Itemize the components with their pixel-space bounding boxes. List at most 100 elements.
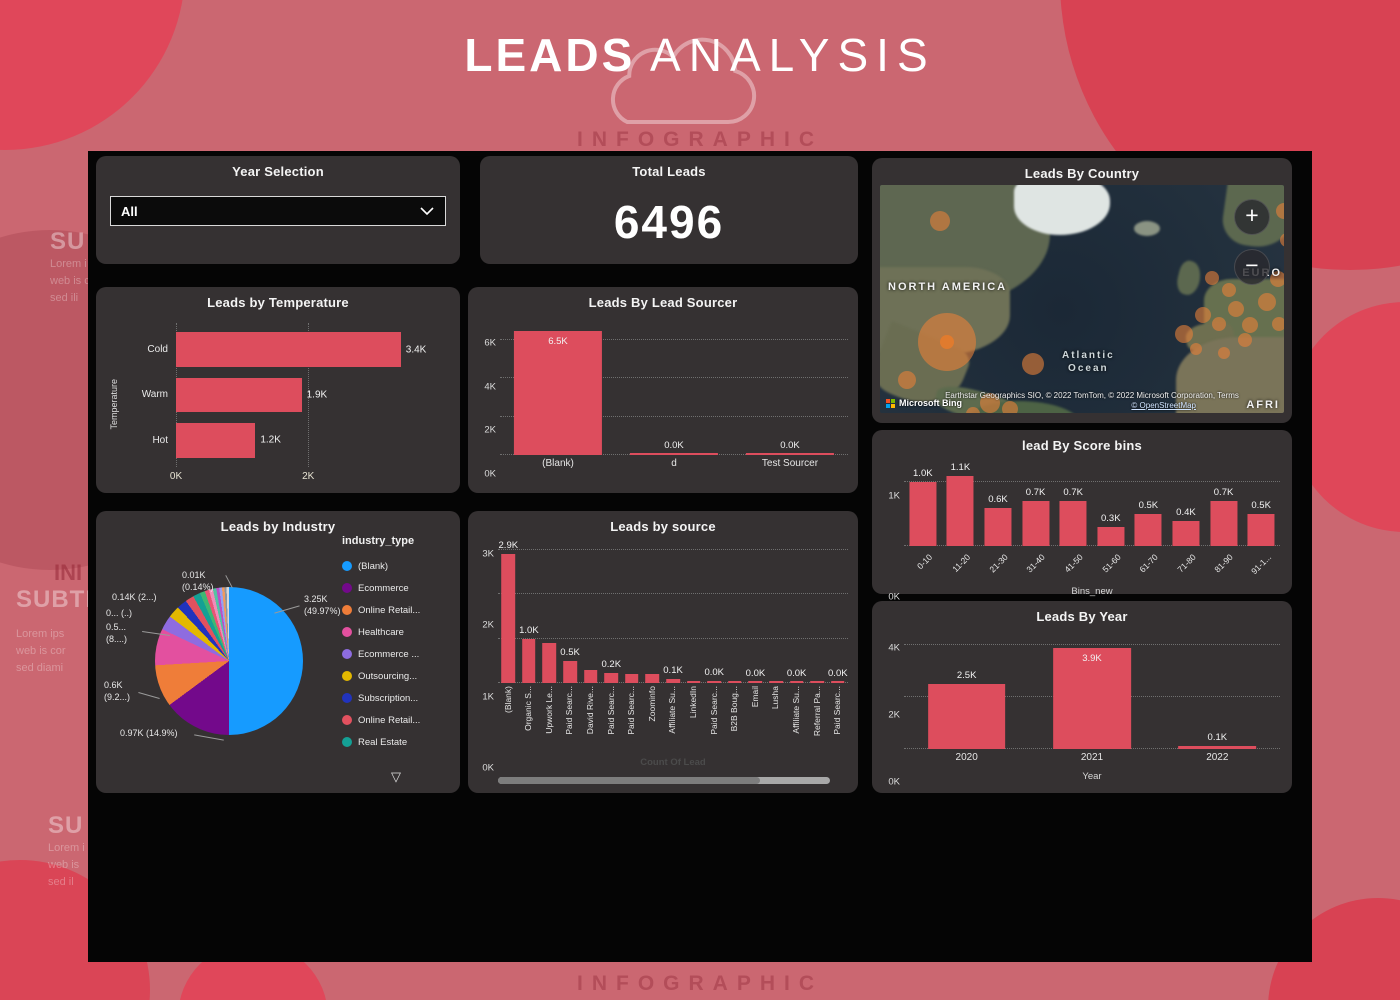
map-attribution-link[interactable]: © OpenStreetMap: [1131, 401, 1196, 410]
bar[interactable]: [522, 638, 536, 683]
x-axis-label: LinkedIn: [688, 686, 698, 719]
world-map[interactable]: NORTH AMERICA Atlantic Ocean EURO AFRI +…: [880, 185, 1284, 413]
map-attribution[interactable]: Earthstar Geographics SIO, © 2022 TomTom…: [945, 391, 1239, 400]
bar[interactable]: [748, 681, 763, 683]
legend-item[interactable]: Online Retail...: [342, 709, 454, 731]
y-axis-tick: 1K: [888, 490, 900, 502]
bar[interactable]: [745, 453, 835, 455]
bar[interactable]: [176, 332, 401, 367]
x-axis-label: (Blank): [503, 686, 513, 713]
bar[interactable]: [563, 660, 577, 683]
bar[interactable]: [1097, 526, 1125, 546]
map-bubble[interactable]: [1228, 301, 1244, 317]
map-bubble[interactable]: [1002, 401, 1018, 413]
map-bubble[interactable]: [1195, 307, 1211, 323]
map-bubble[interactable]: [1190, 343, 1202, 355]
bar[interactable]: [789, 681, 804, 683]
bar[interactable]: [542, 643, 557, 683]
panel-lead-by-score-bins: lead By Score bins 0K 1K 1.0K 1.1K 0.6K 0.7K…: [872, 430, 1292, 603]
map-bubble[interactable]: [930, 211, 950, 231]
bar-column: 0.6K: [979, 460, 1017, 546]
bar[interactable]: [946, 475, 974, 546]
legend-scroll-chevron-icon[interactable]: ▽: [391, 769, 401, 784]
bar[interactable]: [831, 681, 845, 683]
map-bubble[interactable]: [1242, 317, 1258, 333]
map-bubble[interactable]: [1270, 271, 1284, 287]
value-label: 0.7K: [1025, 487, 1046, 499]
legend-item[interactable]: Ecommerce ...: [342, 643, 454, 665]
map-bubble[interactable]: [1280, 233, 1284, 247]
legend-item[interactable]: Subscription...: [342, 687, 454, 709]
lead-sourcer-bar-chart: 0K 2K 4K 6K 6.5K 0.0K 0.0K (Blank) d Test Sourc…: [474, 321, 848, 480]
bar[interactable]: [513, 330, 603, 455]
bar[interactable]: [1022, 501, 1050, 546]
bar[interactable]: [176, 377, 302, 413]
legend-item[interactable]: (Blank): [342, 555, 454, 577]
dropdown-selected-value: All: [121, 203, 138, 219]
value-label: 2.5K: [956, 670, 977, 682]
x-axis-label: 71-80: [1175, 552, 1198, 575]
bar[interactable]: [629, 453, 719, 455]
legend-label: Ecommerce ...: [358, 648, 420, 660]
bar[interactable]: [501, 554, 516, 683]
legend-item[interactable]: Healthcare: [342, 621, 454, 643]
legend-color-dot: [342, 583, 352, 593]
cloud-icon: [610, 37, 757, 125]
bar[interactable]: [625, 674, 639, 683]
bar[interactable]: [984, 507, 1012, 546]
industry-pie-chart[interactable]: [155, 587, 303, 735]
bar[interactable]: [728, 681, 742, 683]
map-bubble[interactable]: [898, 371, 916, 389]
value-label: 1.0K: [519, 624, 539, 636]
bar[interactable]: [583, 669, 598, 683]
map-bubble[interactable]: [1276, 203, 1284, 219]
x-axis-label: Organic S...: [524, 686, 534, 731]
year-selection-dropdown[interactable]: All: [110, 196, 446, 226]
bar[interactable]: [686, 680, 701, 683]
map-bubble[interactable]: [1272, 317, 1284, 331]
map-bubble[interactable]: [1205, 271, 1219, 285]
map-bubble[interactable]: [1258, 293, 1276, 311]
chevron-down-icon[interactable]: [419, 206, 435, 216]
bar[interactable]: [645, 674, 660, 683]
map-bubble[interactable]: [1022, 353, 1044, 375]
panel-title: Leads By Year: [1036, 609, 1128, 624]
legend-color-dot: [342, 627, 352, 637]
map-bubble[interactable]: [1222, 283, 1236, 297]
x-axis-label: Paid Searc...: [606, 686, 616, 735]
bar[interactable]: [810, 681, 824, 683]
legend-color-dot: [342, 693, 352, 703]
map-bubble[interactable]: [1238, 333, 1252, 347]
bar[interactable]: [769, 681, 783, 683]
bar[interactable]: [1053, 647, 1131, 749]
bar[interactable]: [1172, 520, 1200, 546]
bar[interactable]: [707, 681, 722, 683]
bar[interactable]: [1210, 501, 1238, 546]
bar[interactable]: [176, 423, 256, 458]
map-zoom-in-button[interactable]: +: [1234, 199, 1270, 235]
legend-item[interactable]: Ecommerce: [342, 577, 454, 599]
scrollbar-thumb[interactable]: [498, 777, 761, 784]
bar[interactable]: [927, 684, 1006, 749]
bar[interactable]: [604, 673, 619, 683]
page-title: LEADS ANALYSIS: [464, 29, 936, 81]
total-leads-value: 6496: [613, 196, 725, 248]
map-bubble[interactable]: [980, 393, 1000, 413]
bar[interactable]: [1134, 514, 1162, 546]
bar[interactable]: [909, 482, 937, 546]
legend-item[interactable]: Online Retail...: [342, 599, 454, 621]
bar[interactable]: [1059, 501, 1087, 546]
pie-callout: 3.25K (49.97%): [304, 594, 341, 616]
y-axis-tick: 6K: [484, 337, 496, 349]
map-bubble[interactable]: [1175, 325, 1193, 343]
bar[interactable]: [666, 678, 680, 683]
map-bubble[interactable]: [966, 407, 980, 413]
bar[interactable]: [1247, 514, 1275, 546]
map-zoom-out-button[interactable]: −: [1234, 249, 1270, 285]
map-bubble[interactable]: [1212, 317, 1226, 331]
map-bubble[interactable]: [1218, 347, 1230, 359]
horizontal-scrollbar[interactable]: [498, 777, 830, 784]
legend-item[interactable]: Real Estate: [342, 731, 454, 753]
legend-item[interactable]: Outsourcing...: [342, 665, 454, 687]
bar[interactable]: [1178, 746, 1257, 749]
